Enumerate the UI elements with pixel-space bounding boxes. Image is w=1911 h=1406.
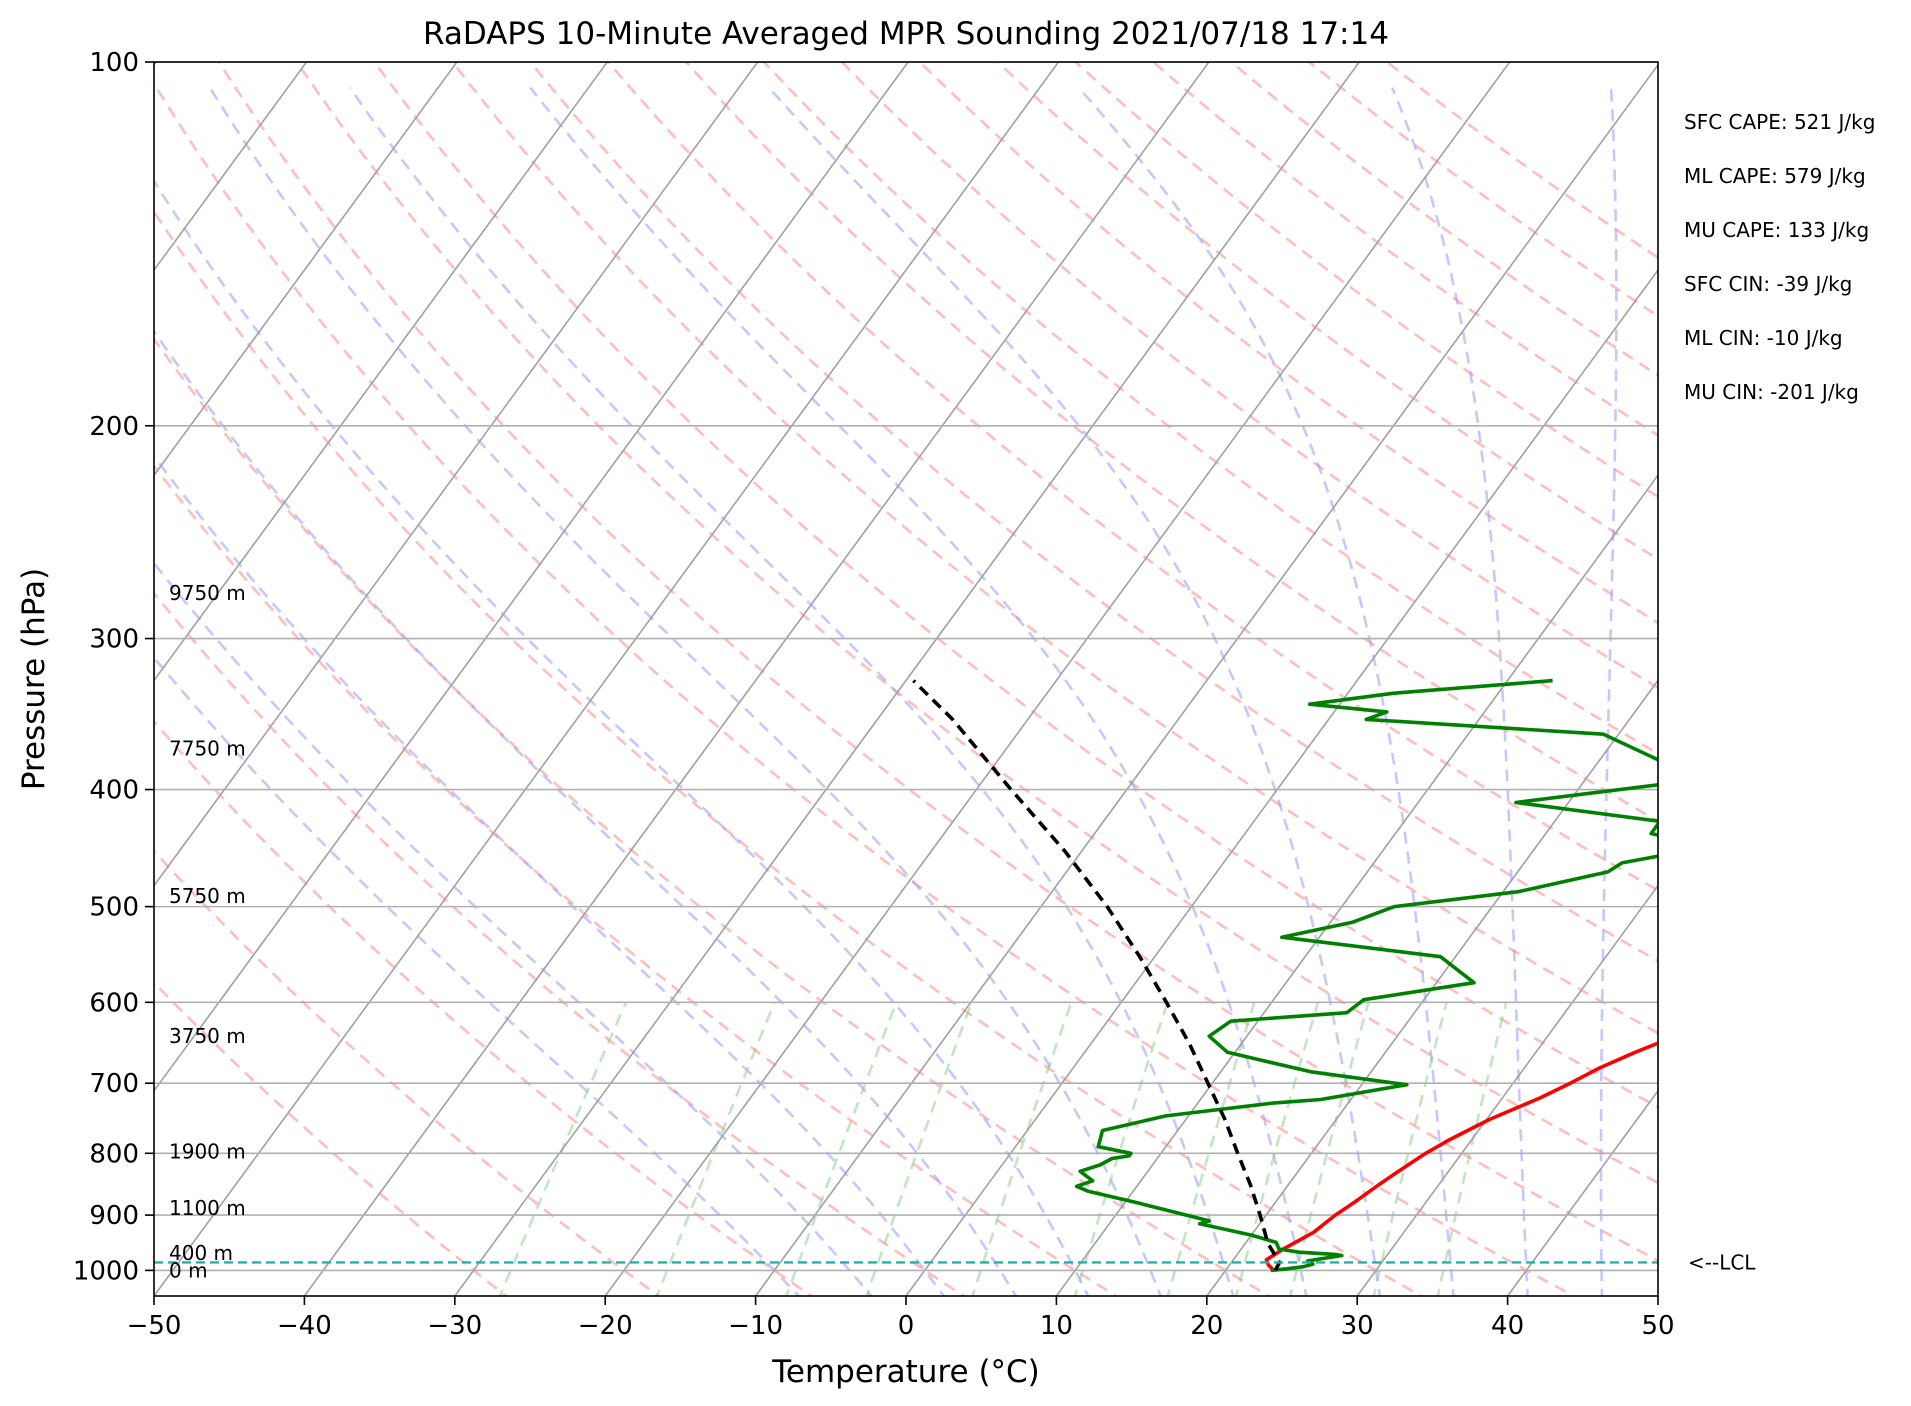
isotherm <box>154 62 609 682</box>
cape-cin-annotation: MU CAPE: 133 J/kg <box>1684 218 1869 242</box>
isotherm <box>303 62 1210 1296</box>
x-tick-label: −50 <box>127 1311 182 1341</box>
isotherm <box>154 62 308 272</box>
x-tick-label: −40 <box>277 1311 332 1341</box>
x-tick-label: 50 <box>1641 1311 1674 1341</box>
y-tick-label: 300 <box>89 625 139 655</box>
x-tick-label: 10 <box>1040 1311 1073 1341</box>
y-tick-label: 600 <box>89 988 139 1018</box>
dry-adiabat <box>295 62 1658 1185</box>
x-tick-label: 30 <box>1341 1311 1374 1341</box>
mixing-ratio-line <box>655 1001 776 1296</box>
height-label: 1900 m <box>169 1139 246 1163</box>
height-label: 1100 m <box>169 1196 246 1220</box>
cape-cin-annotation: MU CIN: -201 J/kg <box>1684 380 1859 404</box>
lcl-label: <--LCL <box>1688 1250 1756 1274</box>
x-tick-label: 0 <box>898 1311 915 1341</box>
lcl-layer: <--LCL <box>154 1250 1756 1274</box>
chart-title: RaDAPS 10-Minute Averaged MPR Sounding 2… <box>423 16 1389 52</box>
x-tick-label: 20 <box>1190 1311 1223 1341</box>
height-label: 5750 m <box>169 884 246 908</box>
y-tick-label: 700 <box>89 1069 139 1099</box>
isotherm <box>604 62 1511 1296</box>
isotherm <box>154 62 1060 1296</box>
dry-adiabat <box>762 62 1658 756</box>
height-label: 9750 m <box>169 581 246 605</box>
mixing-ratio-line <box>1288 1001 1370 1296</box>
isotherm <box>154 62 759 887</box>
y-tick-label: 500 <box>89 893 139 923</box>
moist-adiabat <box>208 86 1162 1296</box>
series-layer <box>912 678 1658 1273</box>
y-tick-label: 100 <box>89 48 139 78</box>
x-tick-label: −10 <box>728 1311 783 1341</box>
cape-cin-annotation: SFC CAPE: 521 J/kg <box>1684 110 1875 134</box>
y-tick-label: 200 <box>89 412 139 442</box>
mixing-ratio-line <box>498 1001 628 1296</box>
y-axis-title: Pressure (hPa) <box>16 568 52 790</box>
cape-cin-annotation: ML CIN: -10 J/kg <box>1684 326 1843 350</box>
mixing-ratio-line <box>865 1001 973 1296</box>
y-tick-label: 1000 <box>73 1256 139 1286</box>
isotherm <box>1055 473 1658 1296</box>
x-tick-label: −30 <box>427 1311 482 1341</box>
moist-adiabat <box>154 561 873 1296</box>
cape-cin-annotation: SFC CIN: -39 J/kg <box>1684 272 1852 296</box>
isotherm <box>1356 884 1658 1296</box>
mixing-ratio-line <box>1234 1001 1320 1296</box>
isotherm <box>754 63 1658 1296</box>
parcel-line <box>912 679 1282 1272</box>
height-label: 7750 m <box>169 737 246 761</box>
cape-cin-annotations: SFC CAPE: 521 J/kg ML CAPE: 579 J/kg MU CA… <box>1684 110 1875 404</box>
isotherm <box>154 62 458 477</box>
y-tick-label: 400 <box>89 776 139 806</box>
dewpoint-line <box>1074 678 1658 1273</box>
y-axis: 100 200 300 400 500 600 700 800 900 1000 <box>73 48 154 1286</box>
dry-adiabat <box>839 62 1658 690</box>
height-label: 400 m <box>169 1241 233 1265</box>
dry-adiabat <box>450 62 1658 1035</box>
moist-adiabat <box>154 178 1090 1296</box>
isotherm <box>1205 679 1658 1296</box>
dry-adiabat <box>373 62 1658 1109</box>
x-axis: −50 −40 −30 −20 −10 0 10 20 30 40 50 <box>127 1296 1675 1341</box>
x-tick-label: −20 <box>578 1311 633 1341</box>
dry-adiabat <box>528 62 1658 963</box>
isotherm <box>905 268 1658 1296</box>
y-tick-label: 900 <box>89 1201 139 1231</box>
height-labels: 9750 m 7750 m 5750 m 3750 m 1900 m 1100 m 400 … <box>169 581 246 1283</box>
height-label: 0 m <box>169 1258 208 1282</box>
temperature-line <box>1264 1041 1658 1272</box>
isotherm <box>453 62 1361 1296</box>
height-label: 3750 m <box>169 1024 246 1048</box>
dry-adiabat <box>995 62 1658 561</box>
x-axis-title: Temperature (°C) <box>771 1354 1040 1390</box>
y-tick-label: 800 <box>89 1139 139 1169</box>
cape-cin-annotation: ML CAPE: 579 J/kg <box>1684 164 1866 188</box>
x-tick-label: 40 <box>1491 1311 1524 1341</box>
